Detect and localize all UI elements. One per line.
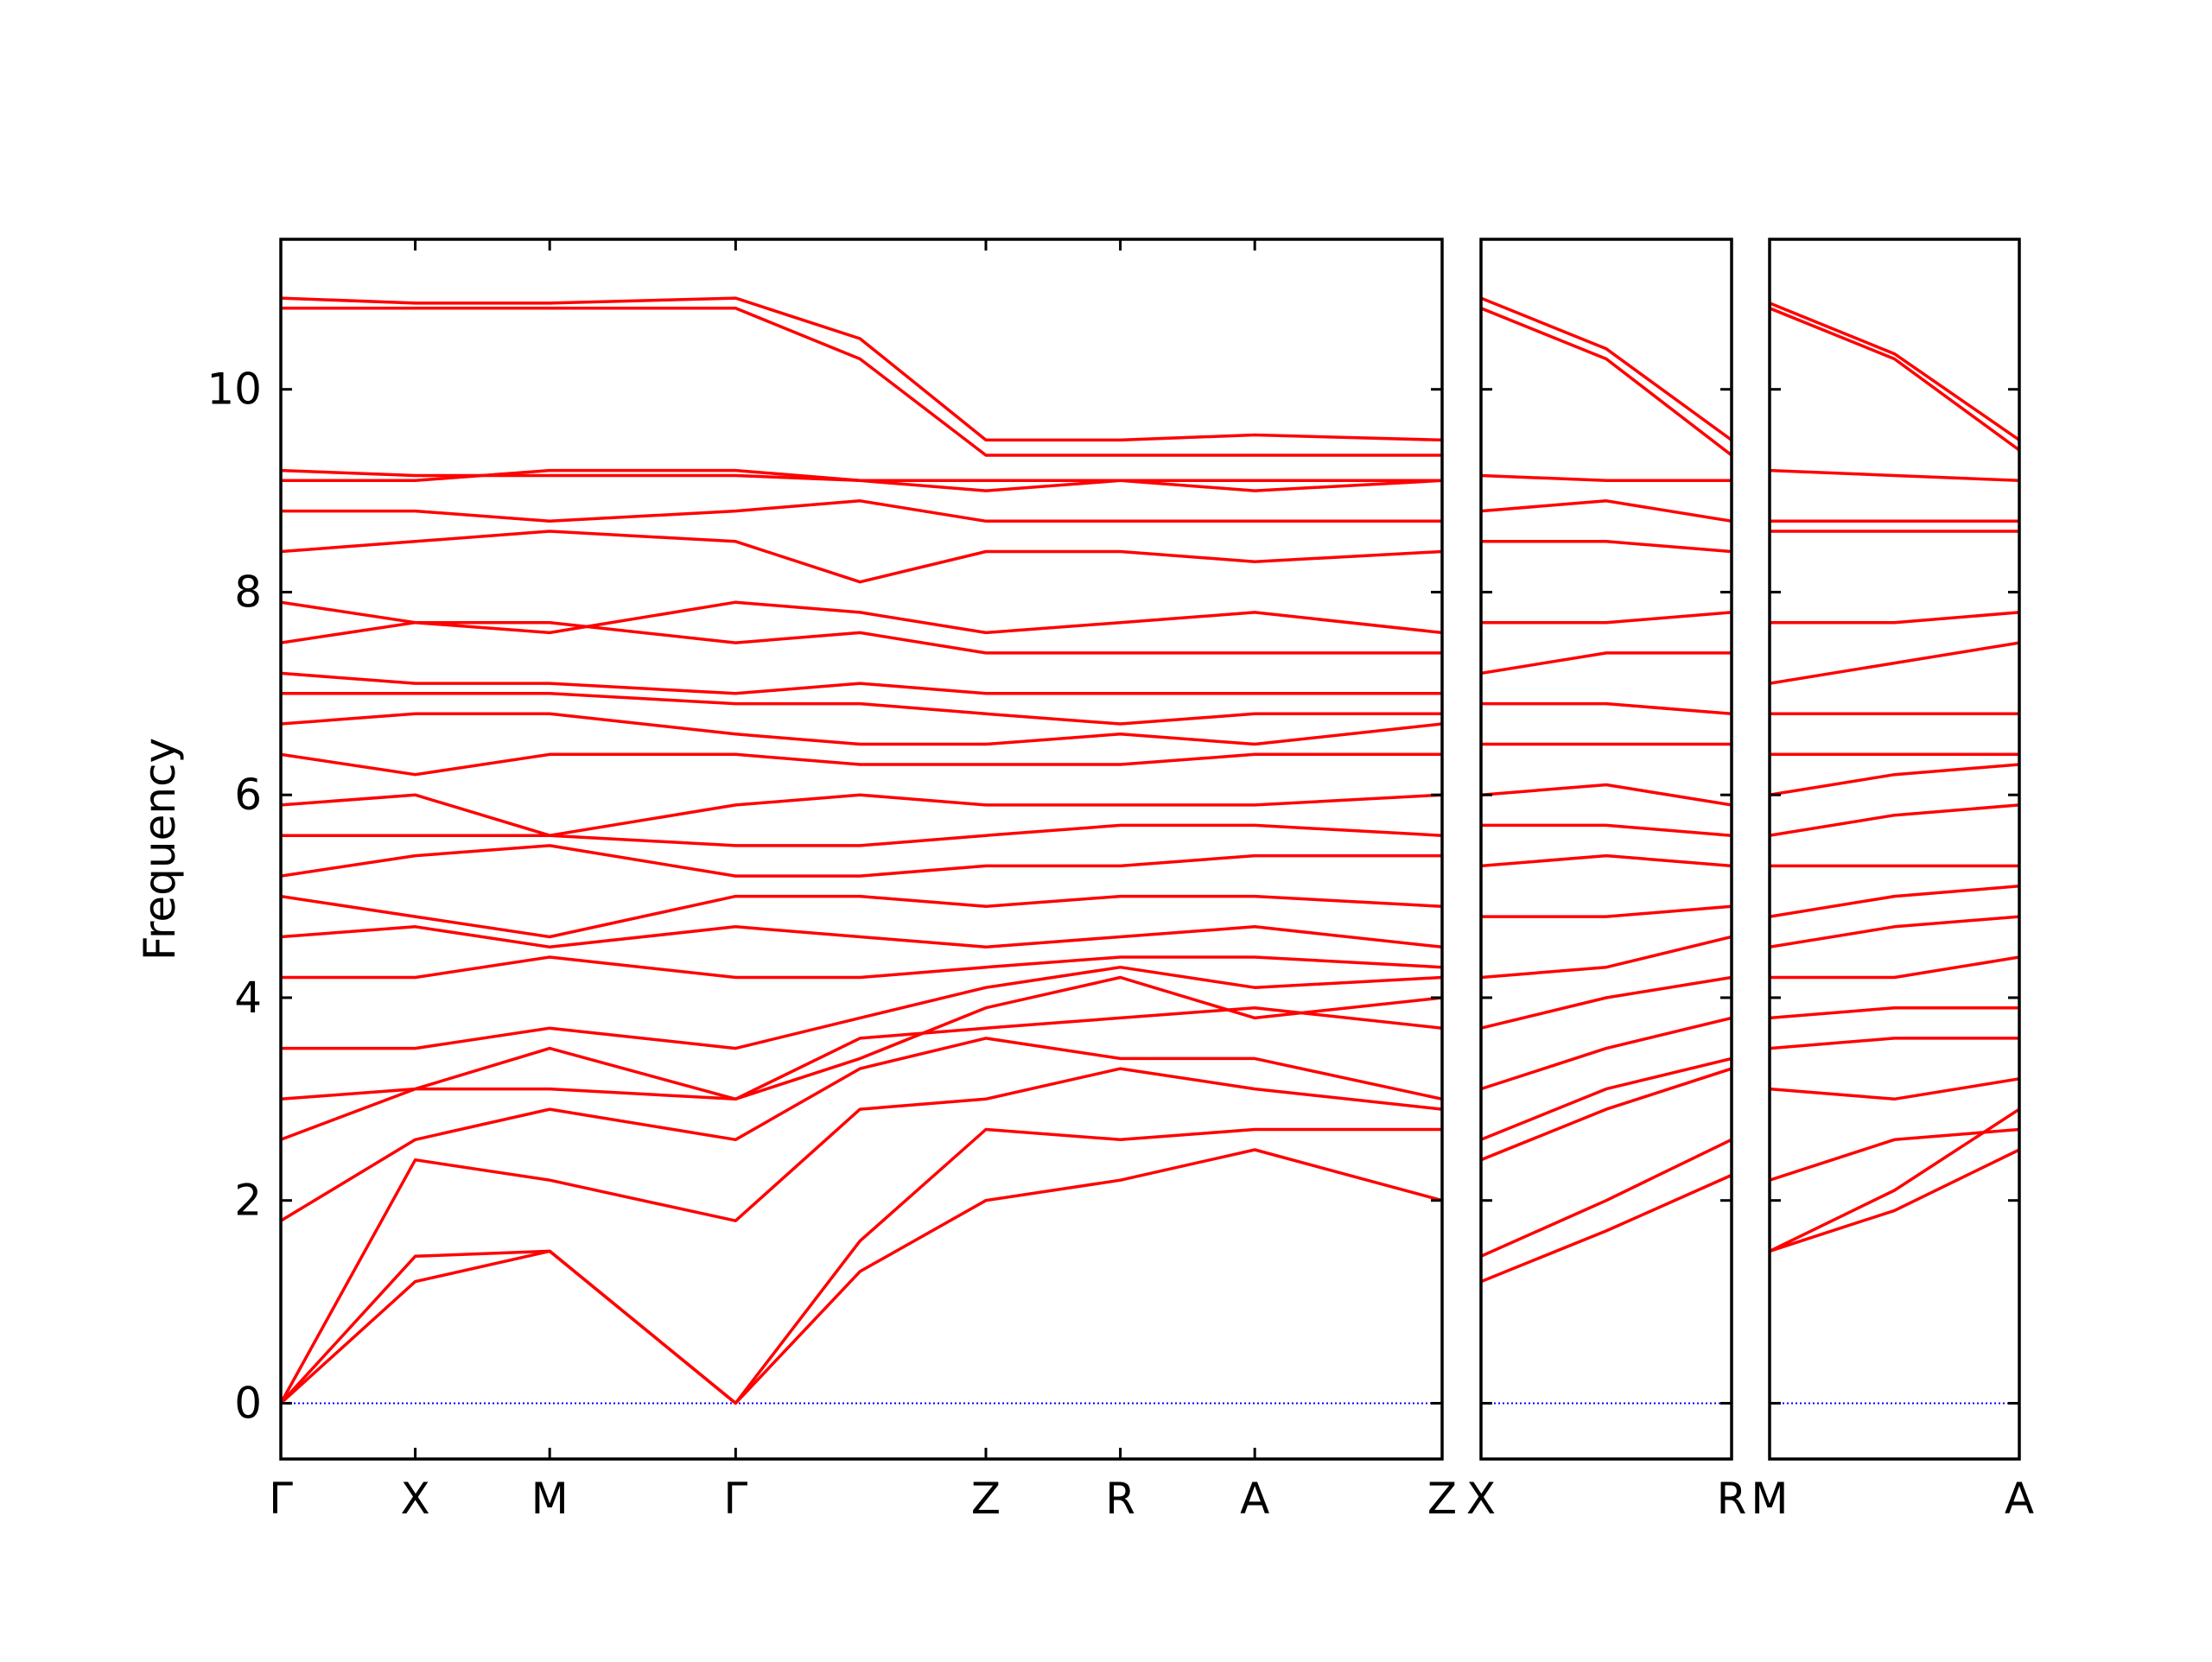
x-tick-label: X — [400, 1474, 429, 1524]
band-line — [1481, 473, 1732, 483]
band-line — [1770, 301, 2019, 441]
band-line — [1481, 823, 1732, 837]
band-line — [1770, 1107, 2019, 1253]
band-line — [1770, 955, 2019, 980]
band-line — [1770, 885, 2019, 918]
y-tick-label: 4 — [234, 973, 262, 1023]
band-line — [1770, 1037, 2019, 1050]
band-line — [281, 925, 1442, 949]
band-line — [1770, 468, 2019, 483]
band-line — [1481, 651, 1732, 676]
y-tick-label: 0 — [234, 1378, 262, 1428]
band-line — [1481, 307, 1732, 457]
band-line — [281, 296, 1442, 442]
axes-frame — [1479, 238, 1733, 1461]
band-line — [1481, 1056, 1732, 1141]
band-line — [281, 692, 1442, 726]
band-line — [1481, 935, 1732, 980]
band-line — [1770, 915, 2019, 949]
band-line — [281, 307, 1442, 457]
band-line — [1770, 307, 2019, 452]
band-line — [1481, 904, 1732, 918]
band-line — [1481, 1138, 1732, 1258]
band-line — [1481, 1067, 1732, 1162]
x-tick-label: A — [2005, 1474, 2034, 1524]
band-line — [1770, 803, 2019, 837]
band-line — [1481, 611, 1732, 625]
axes-frame — [279, 238, 1444, 1461]
band-line — [1481, 499, 1732, 523]
x-tick-label: M — [531, 1474, 569, 1524]
band-line — [1770, 1148, 2019, 1253]
x-tick-label: Z — [1427, 1474, 1457, 1524]
band-line — [281, 499, 1442, 523]
band-line — [1481, 540, 1732, 554]
x-tick-label: M — [1751, 1474, 1788, 1524]
x-tick-label: R — [1717, 1474, 1747, 1524]
band-line — [1481, 1016, 1732, 1091]
axes-frame — [1768, 238, 2021, 1461]
y-axis-label: Frequency — [135, 738, 185, 961]
band-line — [281, 468, 1442, 483]
band-line — [1770, 1077, 2019, 1101]
band-line — [281, 671, 1442, 695]
band-line — [281, 965, 1442, 1050]
band-line — [1481, 853, 1732, 868]
band-line — [281, 894, 1442, 939]
band-line — [281, 975, 1442, 1101]
x-tick-label: Z — [971, 1474, 1001, 1524]
band-line — [1770, 641, 2019, 685]
y-tick-label: 8 — [234, 567, 262, 617]
x-tick-label: A — [1240, 1474, 1269, 1524]
band-line — [281, 530, 1442, 584]
band-line — [281, 955, 1442, 980]
band-line — [1770, 611, 2019, 625]
x-tick-label: R — [1105, 1474, 1135, 1524]
y-tick-label: 6 — [234, 770, 262, 820]
band-line — [1481, 783, 1732, 807]
band-line — [281, 1005, 1442, 1141]
x-tick-label: Γ — [723, 1474, 747, 1524]
band-line — [281, 712, 1442, 746]
band-line — [281, 823, 1442, 847]
band-line — [281, 1127, 1442, 1405]
y-tick-label: 2 — [234, 1176, 262, 1226]
y-tick-label: 10 — [207, 365, 262, 415]
band-line — [281, 793, 1442, 837]
band-line — [281, 752, 1442, 777]
x-tick-label: X — [1466, 1474, 1496, 1524]
band-line — [281, 844, 1442, 878]
band-line — [1481, 1173, 1732, 1284]
band-line — [281, 1037, 1442, 1222]
band-line — [1481, 296, 1732, 441]
x-tick-label: Γ — [269, 1474, 293, 1524]
band-line — [1770, 1127, 2019, 1182]
band-line — [281, 1148, 1442, 1405]
band-line — [281, 600, 1442, 635]
band-line — [1481, 701, 1732, 716]
band-line — [1481, 975, 1732, 1030]
band-line — [281, 620, 1442, 655]
band-line — [281, 1067, 1442, 1405]
band-line — [1770, 1005, 2019, 1020]
band-line — [1770, 763, 2019, 796]
